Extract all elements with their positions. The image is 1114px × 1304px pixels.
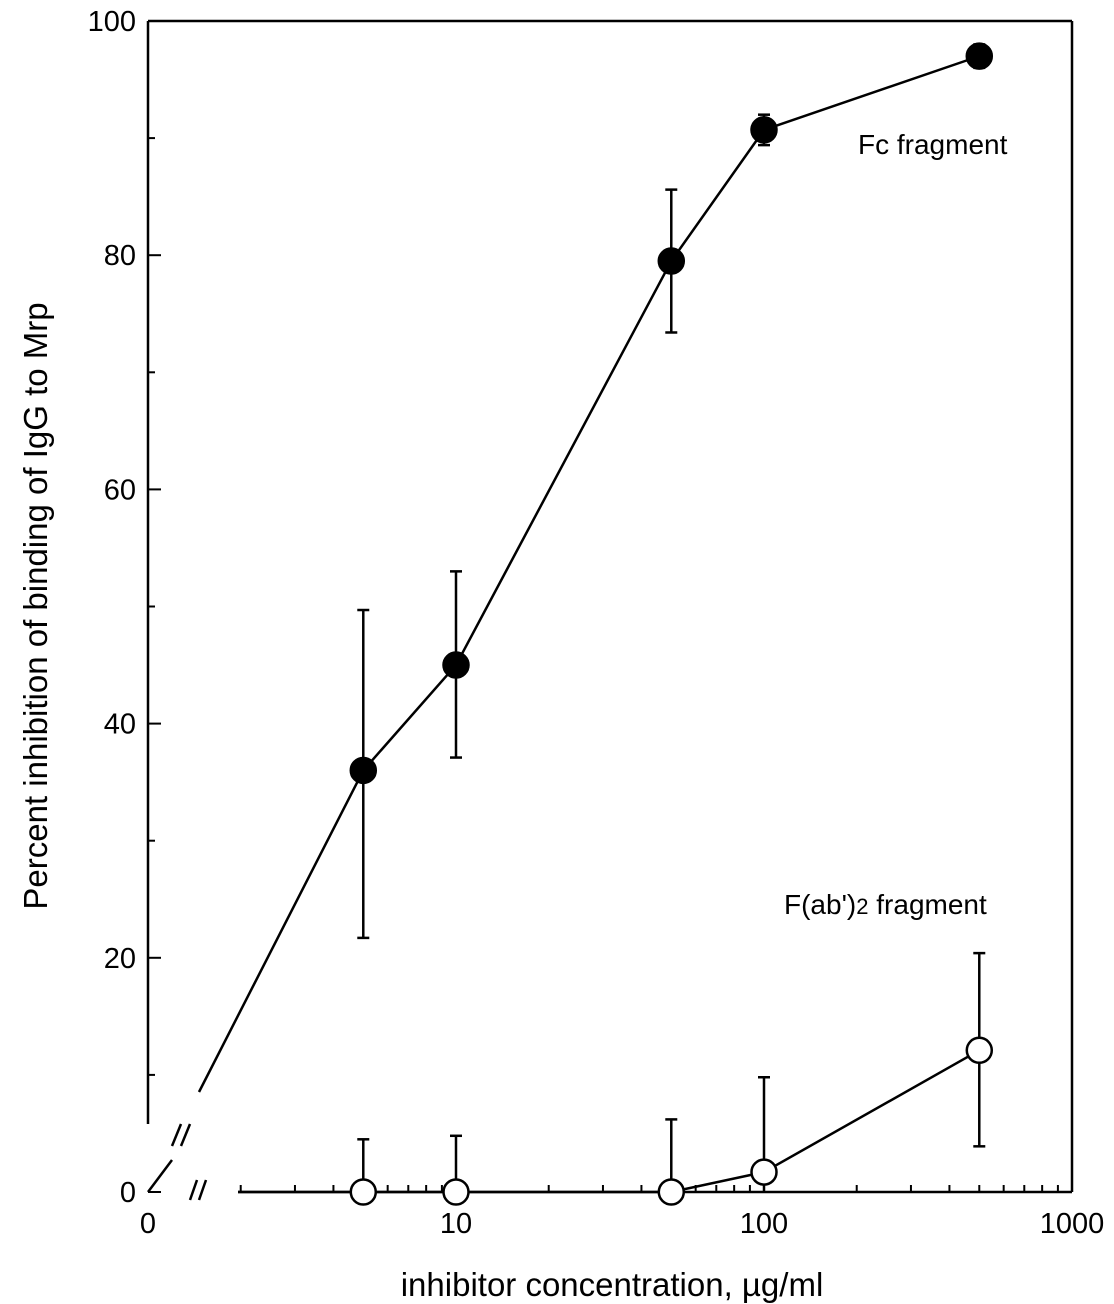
x-axis-title: inhibitor concentration, µg/ml xyxy=(401,1266,824,1303)
y-tick-label: 80 xyxy=(104,240,136,272)
data-point xyxy=(965,1036,994,1065)
y-break-mark-1 xyxy=(170,1123,183,1147)
annotation-fab2-main: F(ab') xyxy=(784,889,856,920)
data-point xyxy=(965,42,994,70)
series-line xyxy=(197,54,980,1093)
x-tick-label: 0 xyxy=(140,1208,156,1240)
y-tick-label: 40 xyxy=(104,709,136,741)
y-tick-label: 20 xyxy=(104,943,136,975)
data-point xyxy=(657,1178,686,1206)
data-point xyxy=(349,756,378,785)
data-point xyxy=(442,651,470,679)
y-break-mark-2 xyxy=(179,1123,192,1147)
y-tick-label: 0 xyxy=(120,1177,136,1209)
annotation-fab2-sub: 2 xyxy=(856,894,868,919)
data-point xyxy=(442,1178,470,1206)
data-point xyxy=(750,116,778,144)
y-tick-label: 100 xyxy=(88,6,136,38)
data-point xyxy=(750,1158,778,1186)
y-axis-title: Percent inhibition of binding of IgG to … xyxy=(17,302,54,909)
series-fc-fragment xyxy=(197,42,994,1093)
annotation-fab2-fragment: F(ab')2 fragment xyxy=(784,889,987,920)
data-point xyxy=(657,247,686,275)
x-break-mark-2 xyxy=(197,1179,208,1201)
y-tick-label: 60 xyxy=(104,474,136,506)
axes xyxy=(146,19,1074,1201)
x-tick-label: 100 xyxy=(740,1208,788,1240)
x-tick-label: 10 xyxy=(440,1208,472,1240)
annotation-fc-fragment: Fc fragment xyxy=(858,129,1008,160)
series-fab2-fragment xyxy=(238,951,994,1206)
x-tick-label: 1000 xyxy=(1040,1208,1105,1240)
series-group xyxy=(197,42,994,1206)
axis-break-diagonal xyxy=(147,1159,173,1193)
x-break-mark-1 xyxy=(188,1179,199,1201)
annotation-fab2-rest: fragment xyxy=(869,889,987,920)
data-point xyxy=(349,1178,378,1206)
